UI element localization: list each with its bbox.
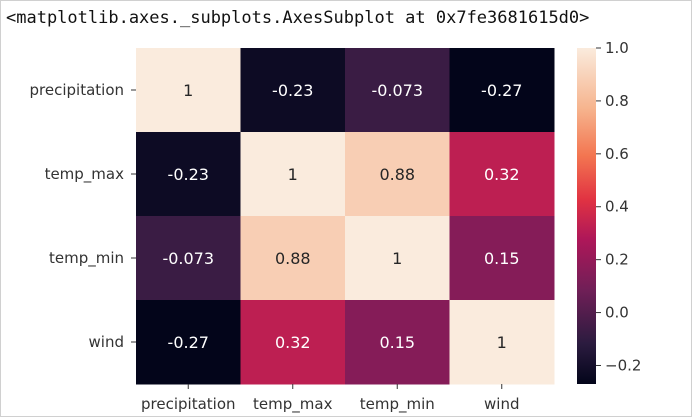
colorbar-ticks: 1.0 0.8 0.6 0.4 0.2 0.0 −0.2 (596, 39, 641, 374)
heatmap-cell-value: -0.23 (272, 81, 313, 100)
colorbar-tick-label: 0.8 (605, 92, 629, 110)
heatmap-cell-value: 0.15 (484, 249, 520, 268)
heatmap-cell-value: 1 (497, 333, 507, 352)
heatmap-cells (136, 48, 555, 385)
row-tick-label: wind (89, 333, 124, 351)
column-tick-labels: precipitation temp_max temp_min wind (141, 384, 519, 414)
heatmap-cell (345, 216, 450, 301)
heatmap-cell (136, 216, 241, 301)
heatmap-cell (449, 300, 555, 385)
heatmap-cell (136, 48, 241, 133)
column-tick-label: precipitation (141, 395, 236, 413)
heatmap-cell-value: -0.23 (168, 165, 209, 184)
heatmap-cell (345, 48, 450, 133)
heatmap-cell (240, 300, 346, 385)
heatmap-cell (240, 48, 346, 133)
colorbar-tick-label: 0.6 (605, 145, 629, 163)
heatmap-cell-value: 0.88 (379, 165, 415, 184)
row-tick-label: precipitation (30, 81, 125, 99)
heatmap-cell-value: -0.27 (481, 81, 522, 100)
heatmap-cell (449, 48, 555, 133)
heatmap-cell (449, 216, 555, 301)
heatmap-cell-value: -0.073 (162, 249, 214, 268)
heatmap-cell-value: 0.32 (275, 333, 311, 352)
heatmap-cell (345, 300, 450, 385)
heatmap-cell-value: 1 (183, 81, 193, 100)
heatmap-cell-value: -0.073 (371, 81, 423, 100)
colorbar-tick-label: 0.4 (605, 198, 629, 216)
column-tick-label: temp_min (360, 395, 435, 414)
column-tick-label: wind (484, 395, 519, 413)
column-tick-label: temp_max (253, 395, 333, 414)
axes-repr-text: <matplotlib.axes._subplots.AxesSubplot a… (6, 8, 590, 28)
colorbar-tick-label: 0.0 (605, 304, 629, 322)
heatmap-cell-value: -0.27 (168, 333, 209, 352)
heatmap-cell (136, 132, 241, 217)
heatmap-cell (449, 132, 555, 217)
colorbar-tick-label: 0.2 (605, 251, 629, 269)
colorbar-tick-label: −0.2 (605, 356, 641, 374)
heatmap-cell-value: 0.32 (484, 165, 520, 184)
heatmap-cell-value: 0.15 (379, 333, 415, 352)
heatmap-cell (345, 132, 450, 217)
colorbar (577, 48, 596, 384)
heatmap-cell-value: 1 (392, 249, 402, 268)
heatmap-cell (240, 216, 346, 301)
heatmap-cell (240, 132, 346, 217)
colorbar-tick-label: 1.0 (605, 39, 629, 57)
heatmap-cell-value: 0.88 (275, 249, 311, 268)
heatmap-cell-value: 1 (288, 165, 298, 184)
row-tick-label: temp_min (49, 249, 124, 268)
heatmap-cell (136, 300, 241, 385)
heatmap-annotations: 1 -0.23 -0.073 -0.27 -0.23 1 0.88 0.32 -0.073 0.8… (162, 81, 522, 352)
row-tick-label: temp_max (45, 165, 125, 184)
